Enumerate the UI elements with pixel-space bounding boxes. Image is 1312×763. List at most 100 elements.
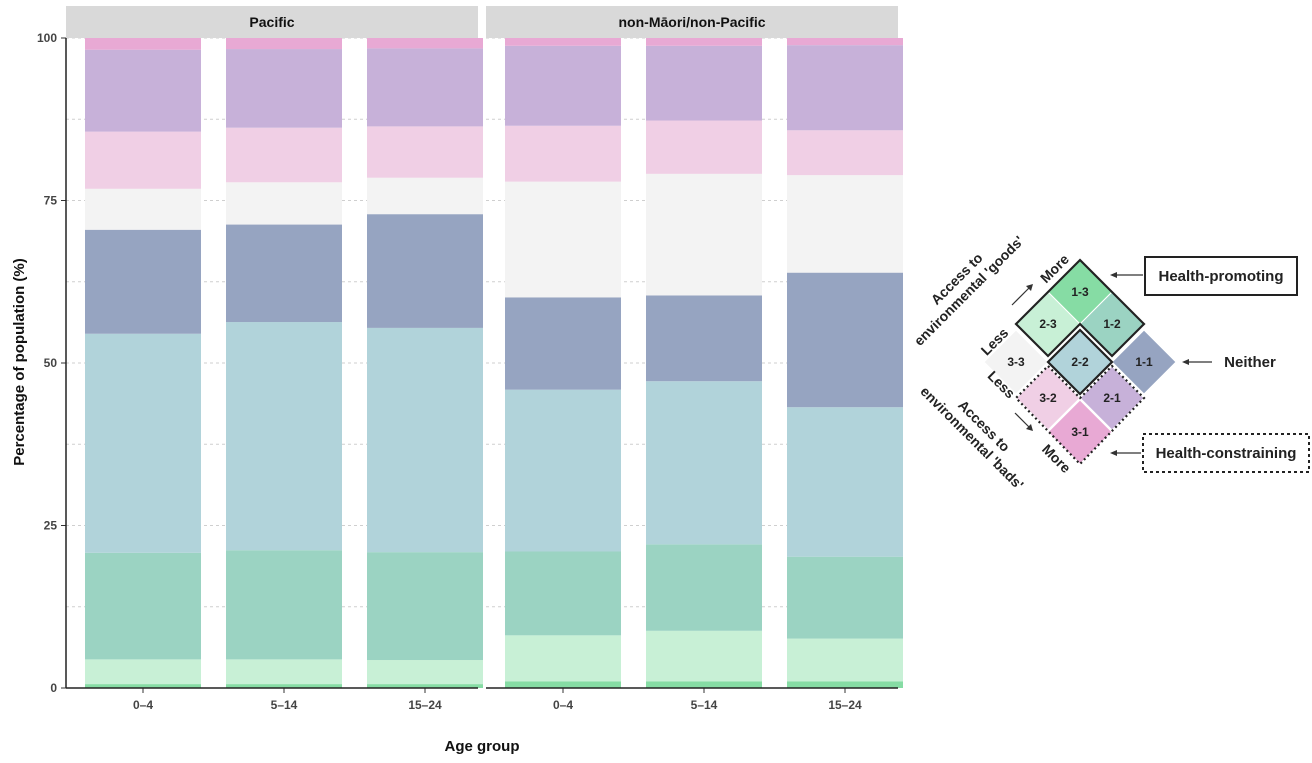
bar-segment-1-2 (787, 556, 903, 639)
bivariate-legend: 1-3 2-3 1-2 3-3 2-2 1-1 3-2 2-1 3-1 Access to en… (911, 233, 1310, 493)
bar-segment-3-2 (85, 131, 201, 189)
legend-cell-3-3 (983, 329, 1049, 395)
bar-segment-3-3 (85, 188, 201, 230)
goods-axis-title-line2: environmental 'goods' (911, 233, 1027, 349)
legend-cells: 1-3 2-3 1-2 3-3 2-2 1-1 3-2 2-1 3-1 (983, 258, 1177, 466)
bar-segment-2-3 (787, 638, 903, 682)
x-tick-label: 0–4 (133, 698, 153, 712)
bar-segment-3-2 (367, 126, 483, 178)
bar-stack (505, 38, 621, 688)
facet-panel: non-Māori/non-Pacific 0–4 5–14 15–24 (486, 6, 903, 712)
bar-segment-2-3 (505, 635, 621, 682)
bar-segment-2-2 (367, 327, 483, 553)
legend-cell-label: 2-3 (1039, 317, 1057, 331)
bar-segment-1-1 (505, 297, 621, 390)
bar-segment-1-2 (85, 552, 201, 660)
goods-arrow-icon (1011, 284, 1033, 306)
bar-segment-2-1 (367, 48, 483, 127)
legend-cell-label: 3-2 (1039, 391, 1057, 405)
legend-cell-label: 1-2 (1103, 317, 1121, 331)
bar-segment-3-3 (787, 175, 903, 273)
bar-segment-1-3 (646, 681, 762, 688)
facet-strip-label: non-Māori/non-Pacific (619, 14, 766, 30)
x-tick-label: 5–14 (691, 698, 718, 712)
bar-segment-3-1 (367, 38, 483, 49)
legend-cell-label: 3-3 (1007, 355, 1025, 369)
bar-segment-3-3 (367, 177, 483, 215)
bar-segment-2-1 (505, 45, 621, 126)
x-tick-label: 15–24 (408, 698, 442, 712)
bar-segment-1-1 (367, 214, 483, 328)
bar-segment-2-3 (367, 660, 483, 685)
bar-stack (367, 38, 483, 688)
bar-segment-2-3 (85, 659, 201, 685)
facet-strip-label: Pacific (249, 14, 294, 30)
bar-segment-1-1 (646, 295, 762, 382)
callout-health-constraining-label: Health-constraining (1156, 445, 1297, 462)
bar-segment-1-3 (505, 681, 621, 688)
y-tick-label: 25 (44, 519, 58, 533)
y-tick-label: 100 (37, 31, 57, 45)
bar-segment-3-1 (505, 38, 621, 46)
bar-segment-3-1 (85, 38, 201, 50)
bar-segment-1-1 (787, 272, 903, 408)
bar-segment-3-1 (646, 38, 762, 46)
x-tick-label: 0–4 (553, 698, 573, 712)
bar-segment-1-2 (367, 552, 483, 661)
bar-stack (787, 38, 903, 688)
bar-segment-3-2 (505, 125, 621, 182)
bar-segment-2-2 (787, 407, 903, 557)
callout-neither: Neither (1182, 354, 1276, 371)
bar-segment-1-3 (787, 681, 903, 688)
bads-axis-title-line2: environmental 'bads' (917, 383, 1027, 493)
bar-segment-2-1 (646, 45, 762, 121)
bar-segment-3-2 (646, 120, 762, 174)
goods-axis-title: Access to environmental 'goods' (911, 233, 1027, 349)
bar-segment-1-2 (505, 551, 621, 636)
x-tick-label: 5–14 (271, 698, 298, 712)
facet-strip (486, 6, 898, 38)
x-tick-label: 15–24 (828, 698, 862, 712)
bar-segment-3-1 (226, 38, 342, 50)
bar-stack (646, 38, 762, 688)
bar-segment-1-1 (226, 224, 342, 323)
bar-stack (85, 38, 201, 688)
y-tick-label: 0 (50, 681, 57, 695)
legend-cell-label: 1-3 (1071, 285, 1089, 299)
callout-health-promoting-label: Health-promoting (1159, 268, 1284, 285)
bar-segment-3-2 (226, 127, 342, 183)
bar-segment-2-2 (505, 389, 621, 552)
bar-segment-2-2 (226, 322, 342, 551)
bar-segment-3-3 (505, 181, 621, 298)
bar-segment-3-3 (646, 173, 762, 296)
bar-segment-2-1 (787, 45, 903, 131)
bar-segment-2-1 (85, 49, 201, 132)
bar-segment-2-1 (226, 49, 342, 128)
bar-segment-1-2 (226, 550, 342, 660)
legend-outline-promoting (1014, 258, 1146, 358)
y-tick-label: 50 (44, 356, 58, 370)
facet-panel: Pacific 0–4 5–14 15–24 (66, 6, 483, 712)
bar-segment-1-3 (367, 684, 483, 688)
bar-stack (226, 38, 342, 688)
y-tick-label: 75 (44, 194, 58, 208)
bads-arrow-icon (1014, 412, 1033, 431)
y-axis-title: Percentage of population (%) (11, 258, 28, 466)
bar-segment-3-2 (787, 130, 903, 176)
bar-segment-1-1 (85, 229, 201, 334)
legend-cell-label: 2-1 (1103, 391, 1121, 405)
callout-health-promoting: Health-promoting (1110, 256, 1298, 296)
callout-health-constraining: Health-constraining (1110, 433, 1310, 473)
legend-cell-label: 2-2 (1071, 355, 1089, 369)
bar-segment-1-3 (226, 684, 342, 688)
legend-outline-neutral (1046, 328, 1114, 396)
bar-segment-1-3 (85, 684, 201, 688)
legend-cell-label: 3-1 (1071, 425, 1089, 439)
callout-neither-label: Neither (1224, 354, 1276, 371)
legend-cell-1-1 (1111, 329, 1177, 395)
bar-segment-2-2 (646, 381, 762, 545)
bar-segment-2-3 (226, 659, 342, 685)
legend-cell-label: 1-1 (1135, 355, 1153, 369)
